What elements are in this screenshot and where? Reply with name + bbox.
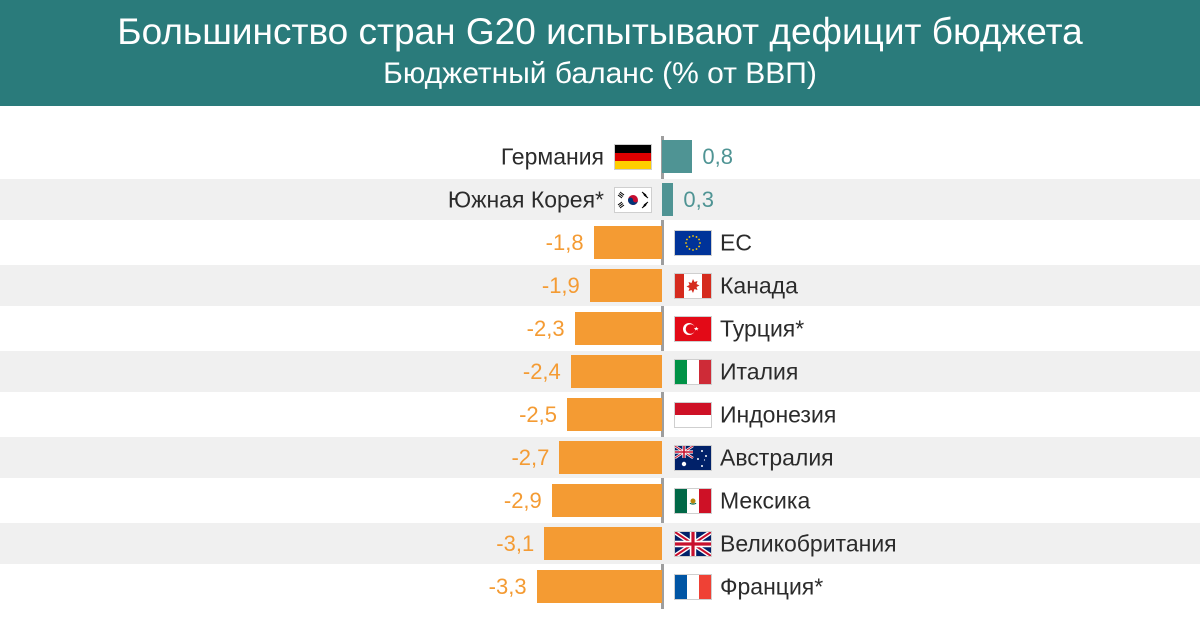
chart-header: Большинство стран G20 испытывают дефицит… [0,0,1200,106]
bar-positive [662,140,692,173]
value-label: -2,5 [519,402,557,428]
flag-icon [674,402,712,428]
chart-area: Германия 0,8 Южная Корея* 0,3ЕС -1,8 Канада -1… [0,106,1200,609]
value-label: -3,1 [496,531,534,557]
country-label: Австралия [720,444,834,471]
chart-title: Большинство стран G20 испытывают дефицит… [0,10,1200,54]
value-label: 0,8 [702,144,733,170]
chart-subtitle: Бюджетный баланс (% от ВВП) [0,56,1200,92]
chart-row: Австралия -2,7 [0,437,1200,478]
country-label: Канада [720,272,798,299]
flag-icon [674,531,712,557]
chart-row: Южная Корея* 0,3 [0,179,1200,220]
chart-row: Канада -1,9 [0,265,1200,306]
flag-icon [674,359,712,385]
bar-negative [575,312,662,345]
flag-icon [674,230,712,256]
value-label: -2,7 [511,445,549,471]
value-label: -2,9 [504,488,542,514]
country-label: Турция* [720,315,804,342]
bar-negative [567,398,662,431]
chart-row: Турция* -2,3 [0,308,1200,349]
country-label: Индонезия [720,401,836,428]
chart-row: Италия -2,4 [0,351,1200,392]
chart-row: ЕС -1,8 [0,222,1200,263]
flag-icon [674,488,712,514]
value-label: -2,4 [523,359,561,385]
flag-icon [614,187,652,213]
country-label: Южная Корея* [0,186,604,213]
value-label: -1,8 [546,230,584,256]
chart-row: Франция* -3,3 [0,566,1200,607]
chart-row: Мексика -2,9 [0,480,1200,521]
bar-negative [537,570,662,603]
flag-icon [614,144,652,170]
bar-negative [594,226,662,259]
country-label: ЕС [720,229,752,256]
chart-row: Великобритания -3,1 [0,523,1200,564]
value-label: -3,3 [489,574,527,600]
bar-negative [571,355,662,388]
bar-positive [662,183,673,216]
value-label: 0,3 [683,187,714,213]
bar-negative [559,441,662,474]
value-label: -1,9 [542,273,580,299]
country-label: Франция* [720,573,823,600]
value-label: -2,3 [527,316,565,342]
flag-icon [674,445,712,471]
country-label: Мексика [720,487,810,514]
flag-icon [674,574,712,600]
country-label: Великобритания [720,530,897,557]
flag-icon [674,316,712,342]
chart-row: Индонезия -2,5 [0,394,1200,435]
chart-row: Германия 0,8 [0,136,1200,177]
bar-negative [590,269,662,302]
bar-negative [544,527,662,560]
bar-negative [552,484,662,517]
country-label: Италия [720,358,798,385]
country-label: Германия [0,143,604,170]
flag-icon [674,273,712,299]
